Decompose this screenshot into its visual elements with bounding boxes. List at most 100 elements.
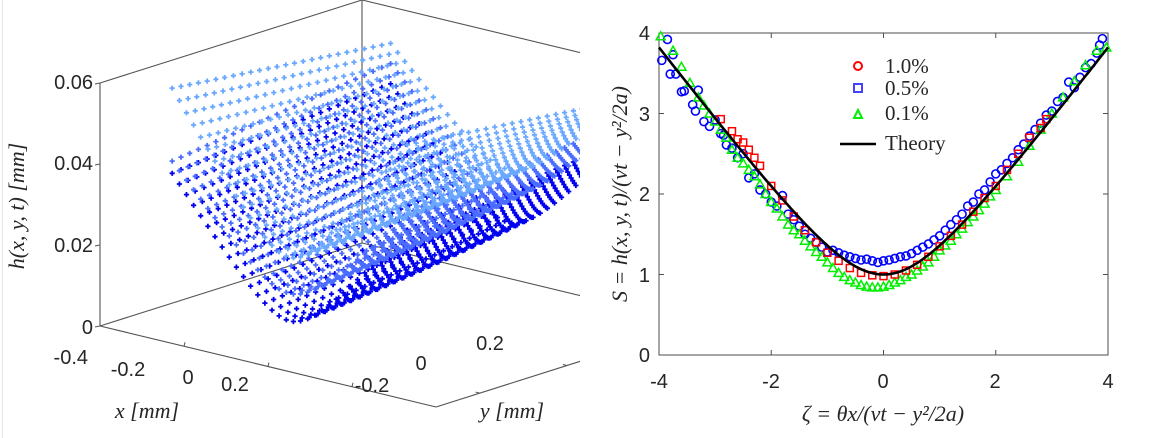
surface-point-marker xyxy=(219,244,225,250)
surface-point-marker xyxy=(369,167,375,173)
surface-point-marker xyxy=(430,258,436,264)
surface-point-marker xyxy=(397,268,403,274)
x-tick-label: -4 xyxy=(650,371,668,393)
surface-point-marker xyxy=(326,225,332,231)
surface-point-marker xyxy=(240,209,246,215)
surface-point-marker xyxy=(247,219,253,225)
surface-point-marker xyxy=(285,282,291,288)
surface-point-marker xyxy=(348,137,354,143)
surface-point-marker xyxy=(446,225,452,231)
surface-point-marker xyxy=(335,221,341,227)
surface-point-marker xyxy=(346,151,352,157)
surface-point-marker xyxy=(356,112,363,118)
surface-point-marker xyxy=(425,219,431,226)
surface-point-marker xyxy=(388,81,394,87)
x-axis-label: ζ = θx/(vt − y²/2a) xyxy=(802,401,964,426)
surface-point-marker xyxy=(355,280,361,286)
surface-point-marker xyxy=(290,291,296,297)
surface-point-marker xyxy=(322,191,328,197)
surface-point-marker xyxy=(398,260,404,266)
surface-point-marker xyxy=(317,254,324,260)
surface-point-marker xyxy=(346,130,352,136)
y-tick-label: 0 xyxy=(639,345,650,367)
surface-point-marker xyxy=(302,224,308,230)
surface-point-marker xyxy=(302,302,308,308)
surface-point-marker xyxy=(233,198,239,205)
surface-point-marker xyxy=(578,175,580,178)
surface-point-marker xyxy=(423,227,429,233)
surface-point-marker xyxy=(169,170,175,176)
surface-point-marker xyxy=(371,153,377,159)
surface-point-marker xyxy=(446,253,452,259)
surface-point-marker xyxy=(244,225,250,232)
surface-point-marker xyxy=(318,109,324,116)
surface-point-marker xyxy=(311,271,317,277)
surface-point-marker xyxy=(397,255,403,261)
y-axis-label: S = h(x, y, t)/(vt − y²/2a) xyxy=(607,86,632,302)
surface-point-marker xyxy=(318,92,324,98)
surface-point-marker xyxy=(341,300,347,306)
surface-point-marker xyxy=(361,235,367,241)
surface-point-marker xyxy=(268,165,274,171)
surface-point-marker xyxy=(327,299,333,305)
surface-point-marker xyxy=(359,265,365,271)
surface-point-marker xyxy=(305,198,311,205)
surface-point-marker xyxy=(432,252,438,258)
surface-point-marker xyxy=(344,263,350,269)
surface-point-marker xyxy=(220,148,226,154)
surface-point-marker xyxy=(199,183,205,189)
surface-point-marker xyxy=(378,140,384,146)
surface-point-marker xyxy=(328,263,335,269)
surface-point-marker xyxy=(359,162,365,168)
surface-point-marker xyxy=(226,233,232,239)
surface-point-marker xyxy=(339,250,345,256)
surface-point-marker xyxy=(463,216,470,222)
surface-point-marker xyxy=(524,194,530,200)
surface-point-marker xyxy=(242,238,248,244)
surface-point-marker xyxy=(332,304,339,310)
surface-point-marker xyxy=(395,252,401,258)
surface-point-marker xyxy=(379,247,385,254)
surface-point-marker xyxy=(265,276,271,282)
surface-point-marker xyxy=(362,255,368,261)
surface-point-marker xyxy=(228,220,234,226)
surface-point-marker xyxy=(251,234,257,240)
surface-point-marker xyxy=(395,156,401,162)
surface-point-marker xyxy=(263,205,269,211)
surface-point-marker xyxy=(294,278,300,284)
surface-point-marker xyxy=(448,249,454,256)
surface-point-marker xyxy=(398,180,404,186)
surface-point-marker xyxy=(431,241,438,247)
surface-point-marker xyxy=(411,241,417,247)
surface-point-marker xyxy=(293,228,299,234)
surface-point-marker xyxy=(404,152,410,158)
surface-point-marker xyxy=(417,214,424,220)
data-point-triangle xyxy=(810,245,822,257)
surface-point-marker xyxy=(316,105,322,111)
surface-point-marker xyxy=(474,237,480,243)
surface-point-marker xyxy=(371,251,377,258)
surface-point-marker xyxy=(286,273,293,279)
surface-point-marker xyxy=(572,162,578,168)
surface-point-marker xyxy=(472,241,478,247)
surface-point-marker xyxy=(287,144,293,150)
surface-point-marker xyxy=(288,263,294,269)
surface-point-marker xyxy=(566,172,573,178)
surface-point-marker xyxy=(291,180,297,186)
surface-point-marker xyxy=(329,138,335,144)
surface-point-marker xyxy=(356,243,362,249)
surface-point-marker xyxy=(351,90,357,96)
surface-point-marker xyxy=(381,268,387,274)
surface-point-marker xyxy=(330,254,336,260)
surface-point-marker xyxy=(395,245,401,251)
surface-point-marker xyxy=(475,231,481,237)
surface-point-marker xyxy=(437,257,443,263)
surface-point-marker xyxy=(336,267,342,273)
surface-point-marker xyxy=(308,284,314,290)
surface-point-marker xyxy=(214,220,220,226)
legend-label: 0.5% xyxy=(885,76,929,100)
data-point-triangle xyxy=(776,210,789,221)
surface-point-marker xyxy=(249,247,255,253)
surface-point-marker xyxy=(270,214,276,220)
surface-point-marker xyxy=(255,267,261,273)
